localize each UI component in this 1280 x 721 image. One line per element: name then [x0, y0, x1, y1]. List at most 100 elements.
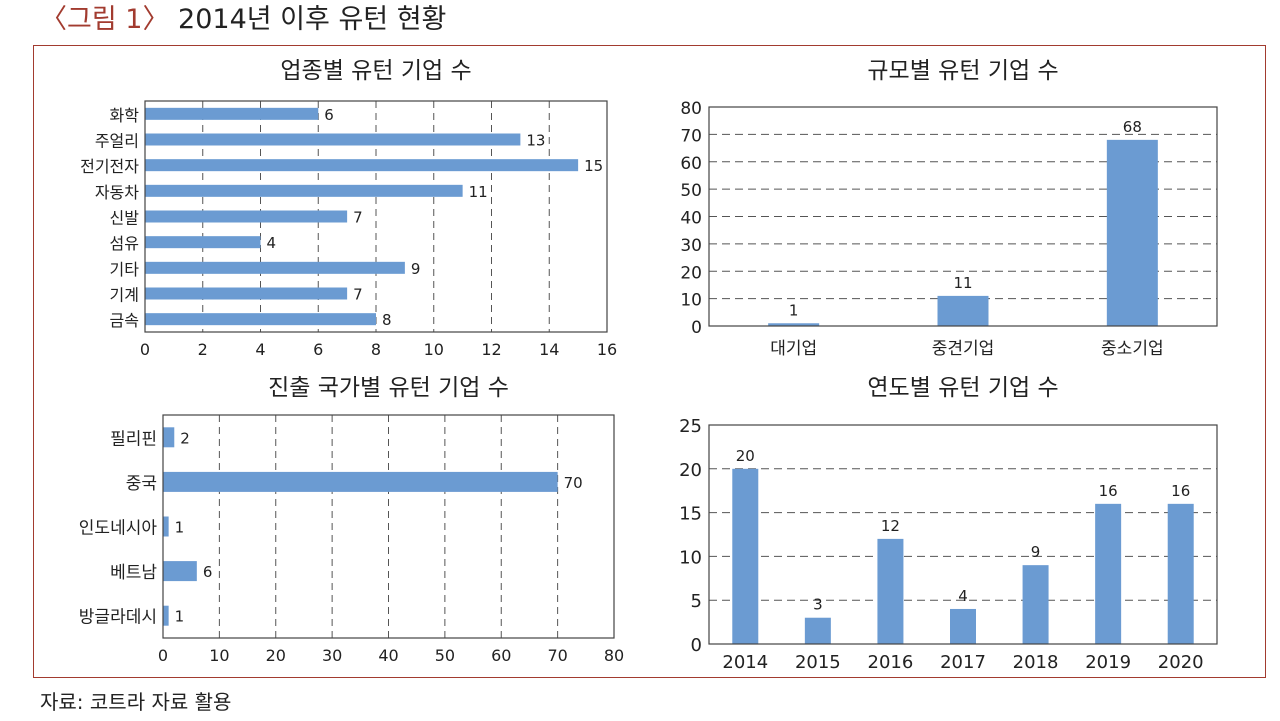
plot-area	[708, 424, 1218, 645]
category-label: 2015	[795, 652, 841, 673]
data-label: 4	[958, 587, 968, 605]
x-tick-label: 14	[539, 340, 559, 359]
data-label: 20	[736, 447, 755, 465]
y-tick-label: 20	[679, 460, 702, 481]
x-tick-label: 10	[424, 340, 444, 359]
bar	[1167, 503, 1194, 644]
country-chart-title: 진출 국가별 유턴 기업 수	[268, 375, 509, 401]
bar	[877, 538, 904, 644]
category-label: 기계	[110, 286, 139, 305]
category-label: 화학	[110, 106, 140, 125]
category-label: 2017	[940, 652, 986, 673]
data-label: 2	[180, 429, 190, 447]
bar	[145, 313, 376, 326]
category-label: 베트남	[110, 563, 157, 583]
y-tick-label: 0	[691, 318, 702, 338]
data-label: 8	[382, 311, 392, 329]
data-label: 7	[353, 209, 363, 227]
data-label: 3	[813, 596, 823, 614]
figure-frame	[33, 45, 1266, 678]
x-tick-label: 30	[322, 646, 342, 665]
y-tick-label: 5	[691, 591, 702, 612]
y-tick-label: 10	[680, 291, 702, 311]
bar	[732, 468, 759, 644]
plot-area	[708, 106, 1218, 327]
plot-area	[144, 100, 608, 333]
data-label: 6	[203, 563, 213, 581]
data-label: 16	[1099, 482, 1118, 500]
category-label: 2018	[1013, 652, 1059, 673]
data-label: 16	[1171, 482, 1190, 500]
bar	[145, 261, 405, 274]
category-label: 주얼리	[95, 132, 139, 151]
data-label: 1	[175, 608, 185, 626]
y-tick-label: 40	[680, 209, 702, 229]
bar	[145, 210, 348, 223]
y-tick-label: 20	[680, 263, 702, 283]
category-label: 자동차	[95, 183, 139, 202]
bar	[804, 617, 831, 644]
data-label: 11	[469, 183, 488, 201]
data-label: 70	[564, 474, 583, 492]
y-tick-label: 80	[680, 99, 702, 119]
x-tick-label: 8	[371, 340, 381, 359]
bar	[163, 471, 558, 492]
y-tick-label: 50	[680, 181, 702, 201]
data-label: 7	[353, 286, 363, 304]
plot-area	[162, 414, 615, 639]
figure-label: 〈그림 1〉	[40, 4, 170, 35]
x-tick-label: 2	[198, 340, 208, 359]
category-label: 방글라데시	[79, 608, 157, 628]
x-tick-label: 50	[435, 646, 455, 665]
data-label: 1	[789, 301, 799, 319]
category-label: 2014	[722, 652, 768, 673]
data-label: 4	[267, 234, 277, 252]
data-label: 1	[175, 519, 185, 537]
x-tick-label: 80	[604, 646, 624, 665]
category-label: 중소기업	[1101, 339, 1164, 359]
y-tick-label: 10	[679, 547, 702, 568]
x-tick-label: 12	[481, 340, 501, 359]
category-label: 전기전자	[80, 157, 139, 176]
bar	[163, 516, 169, 537]
bar	[145, 287, 348, 300]
y-tick-label: 25	[679, 416, 702, 437]
x-tick-label: 4	[255, 340, 265, 359]
y-tick-label: 0	[691, 635, 702, 656]
y-tick-label: 30	[680, 236, 702, 256]
x-tick-label: 70	[547, 646, 567, 665]
category-label: 필리핀	[110, 429, 157, 449]
data-label: 6	[324, 106, 334, 124]
category-label: 2020	[1158, 652, 1204, 673]
bar	[1022, 565, 1049, 644]
x-tick-label: 20	[266, 646, 286, 665]
data-label: 15	[584, 157, 603, 175]
x-tick-label: 0	[140, 340, 150, 359]
x-tick-label: 10	[209, 646, 229, 665]
x-tick-label: 60	[491, 646, 511, 665]
x-tick-label: 16	[597, 340, 617, 359]
category-label: 섬유	[110, 234, 139, 253]
year-chart-title: 연도별 유턴 기업 수	[867, 375, 1059, 401]
category-label: 기타	[110, 260, 140, 279]
bar	[163, 427, 175, 448]
figure-title-text: 2014년 이후 유턴 현황	[178, 4, 447, 35]
industry-chart-title: 업종별 유턴 기업 수	[280, 58, 472, 84]
data-label: 9	[411, 260, 421, 278]
data-label: 13	[526, 132, 545, 150]
data-label: 11	[953, 274, 972, 292]
bar	[1095, 503, 1122, 644]
bar	[937, 295, 989, 326]
data-label: 12	[881, 517, 900, 535]
bar	[145, 159, 579, 172]
bar	[145, 133, 521, 146]
x-tick-label: 0	[158, 646, 168, 665]
bar	[163, 605, 169, 626]
bar	[145, 236, 261, 249]
category-label: 대기업	[770, 339, 817, 359]
category-label: 인도네시아	[79, 519, 158, 539]
